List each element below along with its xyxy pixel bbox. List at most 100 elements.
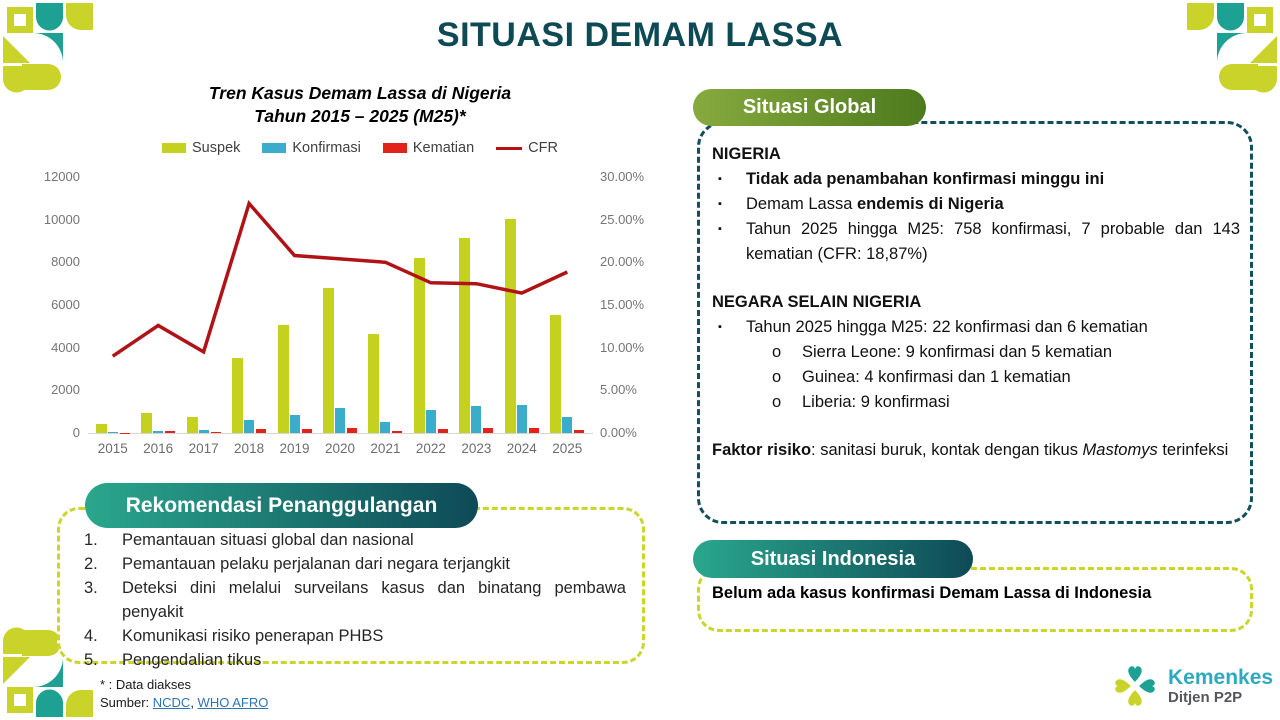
- chart-plot-area: [90, 177, 590, 433]
- legend-item: Suspek: [162, 140, 240, 156]
- bar-konfirmasi-2020: [335, 407, 345, 433]
- text-segment: terinfeksi: [1157, 441, 1229, 459]
- y-axis-tick-label: 4000: [51, 339, 80, 355]
- text-segment: Liberia: 9 konfirmasi: [802, 393, 950, 411]
- legend-swatch: [262, 143, 287, 153]
- list-number: 2.: [84, 555, 98, 573]
- bullet-text: Tahun 2025 hingga M25: 758 konfirmasi, 7…: [746, 217, 1240, 267]
- list-text: Pemantauan situasi global dan nasional: [122, 531, 414, 549]
- bar-suspek-2022: [413, 258, 425, 433]
- list-text: Komunikasi risiko penerapan PHBS: [122, 627, 384, 645]
- bullet-item: o Sierra Leone: 9 konfirmasi dan 5 kemati…: [772, 340, 1240, 365]
- bar-suspek-2017: [186, 417, 198, 433]
- bullet-text: Tidak ada penambahan konfirmasi minggu i…: [746, 167, 1240, 192]
- bar-konfirmasi-2023: [471, 405, 482, 433]
- bar-kematian-2017: [210, 431, 221, 433]
- bar-konfirmasi-2016: [153, 430, 164, 433]
- text-segment: endemis di Nigeria: [856, 195, 1004, 213]
- list-text: Deteksi dini melalui surveilans kasus da…: [122, 579, 626, 621]
- who-afro-link[interactable]: WHO AFRO: [197, 695, 269, 710]
- bar-kematian-2016: [165, 430, 176, 433]
- bullet-item: ▪ Tahun 2025 hingga M25: 758 konfirmasi, …: [712, 217, 1240, 267]
- text-segment: Mastomys: [1082, 441, 1158, 459]
- bar-suspek-2015: [95, 423, 107, 433]
- chart-title-line2: Tahun 2015 – 2025 (M25)*: [254, 106, 466, 126]
- text-segment: : sanitasi buruk, kontak dengan tikus: [811, 441, 1083, 459]
- x-axis-tick-label: 2016: [143, 441, 174, 456]
- y2-axis-tick-label: 10.00%: [600, 339, 645, 355]
- bullet-marker: o: [772, 368, 782, 386]
- text-segment: Faktor risiko: [712, 441, 812, 459]
- chart-y-axis-right: 0.00% 5.00% 10.00% 15.00% 20.00% 25.00% 30.00%: [600, 169, 662, 440]
- section-heading: NIGERIA: [712, 145, 781, 163]
- list-text: Pengendalian tikus: [122, 651, 262, 669]
- y2-axis-tick-label: 30.00%: [600, 169, 645, 184]
- kemenkes-logo-text: Kemenkes Ditjen P2P: [1168, 666, 1273, 706]
- text-segment: Tahun 2025 hingga M25: 758 konfirmasi, 7…: [746, 220, 1240, 263]
- bar-suspek-2021: [368, 333, 380, 433]
- bar-konfirmasi-2015: [107, 432, 118, 433]
- ncdc-link[interactable]: NCDC: [152, 695, 191, 710]
- x-axis-tick-label: 2023: [461, 441, 492, 456]
- footnote-source: Sumber: NCDC, WHO AFRO: [100, 694, 268, 712]
- chart-title: Tren Kasus Demam Lassa di Nigeria Tahun …: [70, 82, 650, 128]
- cfr-polyline: [111, 199, 569, 358]
- list-number: 3.: [84, 579, 98, 597]
- spacer: [712, 415, 1240, 438]
- bar-konfirmasi-2025: [562, 416, 573, 433]
- chart-x-axis-labels: 2015 2016 2017 2018 2019 2020 2021 2022 2023 2024…: [90, 441, 590, 461]
- bar-suspek-2020: [323, 288, 334, 433]
- chart-title-line1: Tren Kasus Demam Lassa di Nigeria: [208, 83, 512, 103]
- corner-decoration-bottom-left-icon: [3, 627, 93, 717]
- bullet-text: Liberia: 9 konfirmasi: [802, 390, 1240, 415]
- situasi-global-content: NIGERIA ▪ Tidak ada penambahan konfirmasi …: [712, 142, 1240, 463]
- source-prefix: Sumber:: [100, 695, 153, 710]
- y-axis-tick-label: 2000: [51, 382, 80, 398]
- bar-kematian-2024: [528, 428, 539, 433]
- bullet-item: o Guinea: 4 konfirmasi dan 1 kematian: [772, 365, 1240, 390]
- bar-konfirmasi-2019: [289, 415, 300, 433]
- bullet-text: Guinea: 4 konfirmasi dan 1 kematian: [802, 365, 1240, 390]
- bullet-text: Sierra Leone: 9 konfirmasi dan 5 kematia…: [802, 340, 1240, 365]
- chart-y-axis-left: 0 2000 4000 6000 8000 10000 12000: [26, 169, 80, 440]
- list-item: 3. Deteksi dini melalui surveilans kasus …: [78, 576, 626, 624]
- x-axis-tick-label: 2025: [552, 441, 583, 456]
- corner-decoration-top-left-icon: [3, 3, 93, 93]
- x-axis-tick-label: 2019: [279, 441, 310, 456]
- bar-kematian-2019: [301, 429, 312, 433]
- bar-kematian-2023: [483, 428, 494, 433]
- bar-konfirmasi-2021: [380, 422, 391, 433]
- section-heading: NEGARA SELAIN NIGERIA: [712, 293, 922, 311]
- x-axis-tick-label: 2015: [97, 441, 128, 456]
- kemenkes-logo: Kemenkes Ditjen P2P: [1110, 661, 1273, 711]
- bar-kematian-2022: [437, 428, 448, 433]
- footnote: * : Data diakses Sumber: NCDC, WHO AFRO: [100, 676, 268, 712]
- legend-item: CFR: [496, 140, 558, 156]
- bar-konfirmasi-2018: [244, 419, 255, 433]
- y-axis-tick-label: 6000: [51, 297, 80, 312]
- bar-suspek-2024: [504, 219, 516, 433]
- y2-axis-tick-label: 5.00%: [600, 382, 637, 398]
- list-number: 1.: [84, 531, 98, 549]
- bullet-item: ▪ Tidak ada penambahan konfirmasi minggu …: [712, 167, 1240, 192]
- situasi-indonesia-text: Belum ada kasus konfirmasi Demam Lassa d…: [712, 584, 1152, 602]
- rekomendasi-header: Rekomendasi Penanggulangan: [85, 483, 478, 528]
- corner-decoration-top-right-icon: [1187, 3, 1277, 93]
- legend-label: Suspek: [192, 140, 241, 156]
- spacer: [712, 267, 1240, 290]
- bar-konfirmasi-2024: [516, 405, 527, 433]
- bar-suspek-2018: [232, 358, 244, 433]
- y2-axis-tick-label: 20.00%: [600, 254, 645, 270]
- y-axis-tick-label: 10000: [43, 211, 80, 227]
- bar-kematian-2021: [392, 430, 403, 433]
- y2-axis-tick-label: 15.00%: [600, 297, 645, 312]
- footnote-note: * : Data diakses: [100, 677, 192, 692]
- y-axis-tick-label: 12000: [43, 169, 80, 184]
- y2-axis-tick-label: 0.00%: [600, 425, 637, 440]
- situasi-indonesia-header: Situasi Indonesia: [693, 540, 973, 578]
- bar-konfirmasi-2017: [198, 429, 209, 433]
- page-title: SITUASI DEMAM LASSA: [436, 16, 844, 54]
- situasi-global-header: Situasi Global: [693, 89, 926, 126]
- x-axis-tick-label: 2021: [370, 441, 401, 456]
- bullet-text: Demam Lassa endemis di Nigeria: [746, 192, 1240, 217]
